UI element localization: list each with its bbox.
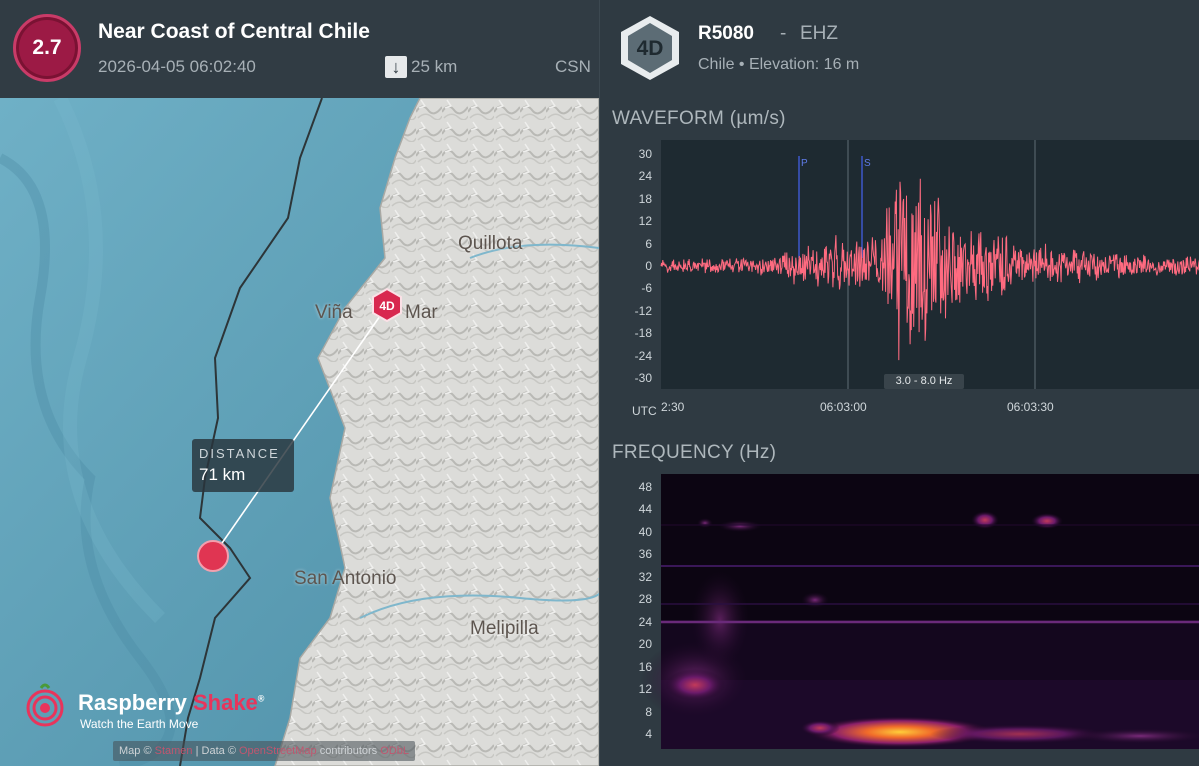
city-melipilla: Melipilla <box>470 618 539 639</box>
waveform-plot: P S <box>660 140 1199 389</box>
waveform-trace <box>660 178 1199 361</box>
attribution-prefix: Map © <box>119 745 152 757</box>
attribution-mid: | Data © <box>195 745 236 757</box>
event-depth: 25 km <box>411 57 458 76</box>
logo-registered: ® <box>257 693 265 704</box>
waveform-y-tick: 30 <box>638 147 652 161</box>
city-san-antonio: San Antonio <box>294 568 397 589</box>
station-marker[interactable]: 4D <box>370 288 404 322</box>
station-marker-label: 4D <box>379 299 395 313</box>
distance-box: DISTANCE 71 km <box>192 439 294 492</box>
station-separator: - <box>780 23 787 44</box>
waveform-chart[interactable]: P S 30 24 18 12 6 0 -6 -12 -18 -24 -30 UTC 2:30 06… <box>600 138 1199 428</box>
spectrogram-plot <box>640 474 1199 749</box>
waveform-y-tick: 0 <box>645 259 652 273</box>
spectrogram-y-tick: 8 <box>645 704 652 719</box>
event-title[interactable]: Near Coast of Central Chile <box>98 20 370 43</box>
spectrogram-y-tick: 12 <box>638 682 652 697</box>
station-badge-label: 4D <box>637 37 664 60</box>
filter-badge: 3.0 - 8.0 Hz <box>884 374 964 389</box>
phase-p-label: P <box>801 158 808 169</box>
spectrogram-y-tick: 16 <box>638 659 652 674</box>
distance-value: 71 km <box>199 465 246 484</box>
spectrogram-y-tick: 20 <box>638 637 652 652</box>
utc-label: UTC <box>632 404 657 418</box>
epicenter-marker[interactable] <box>197 540 229 572</box>
station-channel: EHZ <box>800 23 838 44</box>
station-id[interactable]: R5080 <box>698 23 754 44</box>
waveform-y-tick: 6 <box>645 236 652 251</box>
waveform-y-tick: -12 <box>634 303 652 318</box>
event-time: 2026-04-05 06:02:40 <box>98 57 256 76</box>
map-attribution: Map © Stamen | Data © OpenStreetMap cont… <box>113 741 415 761</box>
spectrogram-y-tick: 44 <box>638 502 652 517</box>
logo-name-raspberry: Raspberry <box>78 690 187 715</box>
waveform-y-tick: -30 <box>634 371 652 385</box>
logo-name: Raspberry Shake® <box>78 690 264 716</box>
spectrogram-y-tick: 40 <box>638 524 652 539</box>
raspberry-icon <box>26 683 64 727</box>
spectrogram-y-tick: 48 <box>638 480 652 494</box>
logo-name-shake: Shake <box>192 690 258 715</box>
event-agency: CSN <box>555 57 591 76</box>
spectrogram-y-tick: 32 <box>638 569 652 584</box>
station-panel: 4D R5080 - EHZ Chile • Elevation: 16 m W… <box>599 0 1199 766</box>
waveform-x-tick: 06:03:00 <box>820 400 867 414</box>
logo-tagline: Watch the Earth Move <box>80 717 199 731</box>
phase-s-label: S <box>864 158 871 169</box>
spectrogram-y-tick: 28 <box>638 592 652 607</box>
spectrogram-y-tick: 24 <box>638 614 652 629</box>
spectrogram-y-tick: 36 <box>638 547 652 562</box>
waveform-x-tick: 2:30 <box>661 400 685 414</box>
spectrogram-title: FREQUENCY (Hz) <box>612 442 777 463</box>
event-panel: 2.7 Near Coast of Central Chile 2026-04-… <box>0 0 599 766</box>
attribution-link-odbl[interactable]: ODbL <box>380 745 409 757</box>
waveform-y-tick: -6 <box>641 281 652 296</box>
waveform-y-tick: -24 <box>634 348 652 363</box>
station-badge: 4D <box>621 16 679 80</box>
city-quillota: Quillota <box>458 233 523 254</box>
waveform-x-tick: 06:03:30 <box>1007 400 1054 414</box>
event-header: 2.7 Near Coast of Central Chile 2026-04-… <box>0 0 599 98</box>
waveform-y-tick: 24 <box>638 169 652 184</box>
waveform-title: WAVEFORM (µm/s) <box>612 108 786 129</box>
attribution-link-osm[interactable]: OpenStreetMap <box>238 745 317 757</box>
magnitude-value: 2.7 <box>32 36 62 59</box>
magnitude-badge: 2.7 <box>13 14 81 82</box>
distance-label: DISTANCE <box>199 446 280 461</box>
arrow-down-icon: ↓ <box>385 56 407 78</box>
waveform-y-tick: 12 <box>638 214 652 229</box>
city-vina: Viña <box>315 302 353 323</box>
waveform-y-tick: 18 <box>638 191 652 206</box>
raspberry-shake-logo[interactable]: Raspberry Shake® Watch the Earth Move <box>22 678 292 731</box>
event-map[interactable]: Quillota Viña Mar San Antonio Melipilla … <box>0 98 599 766</box>
waveform-y-tick: -18 <box>634 326 652 341</box>
spectrogram-chart[interactable]: 48 44 40 36 32 28 24 20 16 12 8 4 <box>600 470 1199 766</box>
city-mar: Mar <box>405 302 438 323</box>
station-location: Chile • Elevation: 16 m <box>698 56 860 73</box>
attribution-suffix: contributors <box>319 745 378 757</box>
spectrogram-y-tick: 4 <box>645 727 652 741</box>
attribution-link-stamen[interactable]: Stamen <box>154 745 193 757</box>
map-background <box>0 98 599 766</box>
